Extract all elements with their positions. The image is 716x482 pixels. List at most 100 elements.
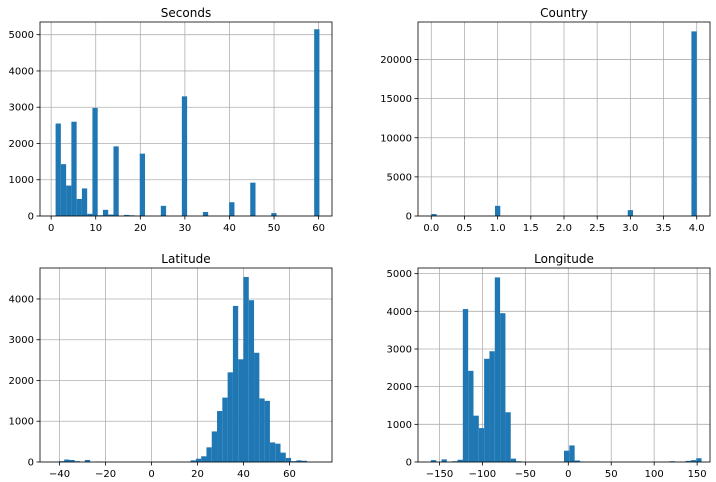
- histogram-bar: [431, 214, 437, 216]
- histogram-bar: [76, 198, 82, 216]
- histogram-bar: [113, 146, 119, 216]
- x-tick-label: 2.5: [589, 223, 605, 234]
- histogram-bar: [160, 205, 167, 216]
- histogram-bar: [64, 459, 70, 462]
- x-tick-label: 0: [148, 469, 154, 480]
- x-tick-label: 150: [688, 469, 707, 480]
- x-tick-label: −20: [95, 469, 116, 480]
- subplot-longitude: −150 −100 −50 0 50 100 150 0 1000 2000 3000 4000 500…: [387, 252, 711, 480]
- y-tick-label: 3000: [9, 103, 34, 114]
- histogram-bar: [271, 213, 277, 216]
- histogram-bar: [484, 358, 490, 462]
- histogram-bar: [574, 460, 580, 462]
- x-tick-label: 3.0: [622, 223, 638, 234]
- y-tick-label: 5000: [387, 172, 412, 183]
- y-tick-label: 5000: [387, 269, 412, 280]
- y-tick-label: 15000: [380, 94, 412, 105]
- histogram-bar: [238, 359, 244, 462]
- histogram-bar: [84, 459, 91, 462]
- y-tick-label: 4000: [387, 307, 412, 318]
- histogram-bar: [473, 415, 479, 462]
- y-tick-label: 0: [28, 212, 34, 223]
- histogram-bar: [222, 397, 228, 462]
- histogram-bar: [81, 188, 88, 216]
- histogram-bar: [696, 458, 702, 462]
- histogram-bar: [195, 458, 202, 462]
- histogram-bar: [102, 209, 109, 216]
- histogram-bar: [190, 460, 196, 462]
- histogram-bar: [229, 202, 235, 216]
- x-tick-label: 0.0: [423, 223, 439, 234]
- histogram-bar: [296, 460, 302, 462]
- histogram-bar: [123, 214, 130, 216]
- histogram-bar: [250, 182, 256, 216]
- y-tick-label: 1000: [9, 417, 34, 428]
- histogram-bar: [691, 31, 697, 216]
- y-tick-label: 2000: [9, 139, 34, 150]
- histogram-bar: [248, 300, 255, 462]
- histogram-bar: [201, 456, 207, 462]
- y-tick-label: 10000: [380, 133, 412, 144]
- histogram-bar: [259, 398, 265, 462]
- histogram-bar: [254, 352, 260, 462]
- y-tick-label: 3000: [387, 344, 412, 355]
- histogram-bar: [139, 153, 146, 216]
- histogram-bar: [275, 443, 281, 462]
- x-tick-label: 30: [179, 223, 192, 234]
- x-tick-label: 50: [268, 223, 281, 234]
- axes-frame: [39, 267, 333, 463]
- x-tick-label: 0: [48, 223, 54, 234]
- histogram-bar: [206, 447, 212, 462]
- x-tick-label: 1.5: [523, 223, 539, 234]
- chart-title: Latitude: [161, 252, 210, 266]
- x-tick-label: 60: [283, 469, 296, 480]
- x-tick-label: 1.0: [490, 223, 506, 234]
- y-tick-label: 5000: [9, 30, 34, 41]
- histogram-bar: [441, 459, 447, 462]
- chart-title: Seconds: [161, 6, 211, 20]
- x-tick-label: 20: [134, 223, 147, 234]
- histogram-bar: [55, 123, 61, 216]
- histogram-bar: [301, 460, 307, 462]
- x-tick-label: 2.0: [556, 223, 572, 234]
- histogram-bar: [314, 29, 320, 217]
- x-tick-label: 4.0: [689, 223, 705, 234]
- histogram-bar: [269, 442, 276, 462]
- y-tick-label: 0: [28, 458, 34, 469]
- x-tick-label: −150: [426, 469, 453, 480]
- y-tick-label: 0: [406, 212, 412, 223]
- x-tick-label: −100: [469, 469, 496, 480]
- histogram-bar: [202, 212, 209, 216]
- histogram-bar: [462, 309, 469, 462]
- y-tick-label: 20000: [380, 55, 412, 66]
- subplot-seconds: 0 10 20 30 40 50 60 0 1000 2000 3000 4000 5000 Second…: [9, 6, 333, 234]
- x-tick-label: 100: [645, 469, 664, 480]
- x-tick-label: 40: [223, 223, 236, 234]
- histogram-bar: [430, 460, 437, 462]
- histogram-bar: [569, 445, 575, 462]
- histogram-bar: [685, 460, 691, 462]
- histogram-bar: [108, 214, 114, 216]
- histogram-bar: [264, 400, 270, 462]
- chart-title: Country: [540, 6, 588, 20]
- histogram-bar: [69, 459, 75, 462]
- histogram-bar: [92, 107, 98, 216]
- histogram-bar: [505, 412, 511, 462]
- x-tick-label: 10: [89, 223, 102, 234]
- histogram-bar: [66, 185, 72, 216]
- histogram-bar: [280, 452, 286, 462]
- y-tick-label: 0: [406, 458, 412, 469]
- histogram-bar: [217, 411, 223, 462]
- histogram-bar: [285, 457, 292, 462]
- y-tick-label: 4000: [9, 66, 34, 77]
- x-tick-label: 50: [605, 469, 618, 480]
- histogram-bar: [291, 461, 297, 462]
- histogram-bar: [232, 305, 239, 462]
- histogram-bar: [468, 370, 474, 462]
- x-tick-label: −40: [49, 469, 70, 480]
- x-tick-label: 60: [312, 223, 325, 234]
- histogram-bar: [227, 372, 233, 462]
- subplot-country: 0.0 0.5 1.0 1.5 2.0 2.5 3.0 3.5 4.0 0 5000 10000 150…: [380, 6, 711, 234]
